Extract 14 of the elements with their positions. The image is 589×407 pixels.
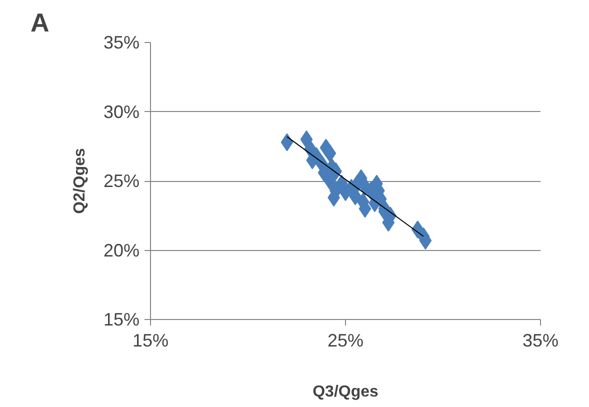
x-tick-label: 25% (327, 330, 364, 350)
x-axis-title: Q3/Qges (312, 384, 379, 400)
point (280, 133, 294, 152)
x-tick-label: 35% (522, 330, 559, 350)
point (324, 144, 336, 162)
y-tick-label: 20% (103, 240, 140, 260)
y-tick-label: 25% (103, 171, 140, 191)
text: A (30, 8, 50, 38)
y-tick-label: 35% (103, 32, 140, 52)
y-axis-title: Q2/Qges (71, 148, 88, 214)
x-tick-label: 15% (132, 330, 169, 350)
y-tick-label: 30% (103, 102, 140, 122)
y-tick-label: 15% (103, 310, 140, 330)
point (324, 172, 336, 190)
